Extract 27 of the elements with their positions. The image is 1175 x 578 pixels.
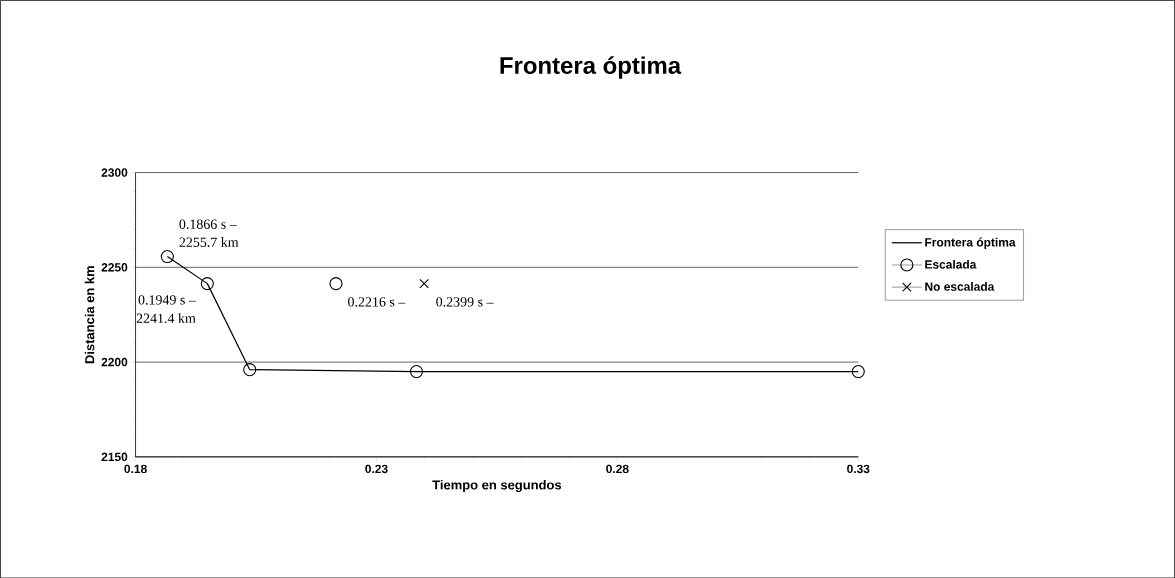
annotation: 0.2399 s – (436, 296, 494, 307)
point (329, 276, 343, 290)
legend-label: No escalada (925, 281, 995, 291)
x-tick-label: 0.23 (365, 464, 388, 473)
point (419, 278, 429, 289)
x-tick-label: 0.33 (847, 464, 870, 473)
x-tick-label: 0.28 (606, 464, 629, 473)
y-tick-label: 2150 (101, 452, 128, 461)
x-tick-label: 0.18 (124, 464, 147, 473)
point (409, 364, 424, 378)
legend-label: Frontera óptima (925, 237, 1016, 249)
chart-title: Frontera óptima (500, 56, 682, 79)
y-tick-label: 2250 (101, 262, 128, 272)
y-tick-label: 2300 (101, 168, 128, 177)
y-tick-label: 2200 (101, 357, 128, 367)
y-axis-title: Distancia en km (84, 265, 95, 364)
point (851, 364, 865, 378)
annotation: 2241.4 km (136, 312, 196, 323)
point (160, 249, 174, 263)
x-axis-title: Tiempo en segundos (432, 479, 562, 492)
annotation: 0.2216 s – (348, 296, 406, 307)
point (243, 362, 257, 377)
legend-label: Escalada (925, 259, 977, 269)
point (200, 276, 214, 290)
annotation: 0.1949 s – (138, 294, 196, 305)
annotation: 0.1866 s – (179, 219, 237, 229)
annotation: 2255.7 km (179, 236, 239, 247)
